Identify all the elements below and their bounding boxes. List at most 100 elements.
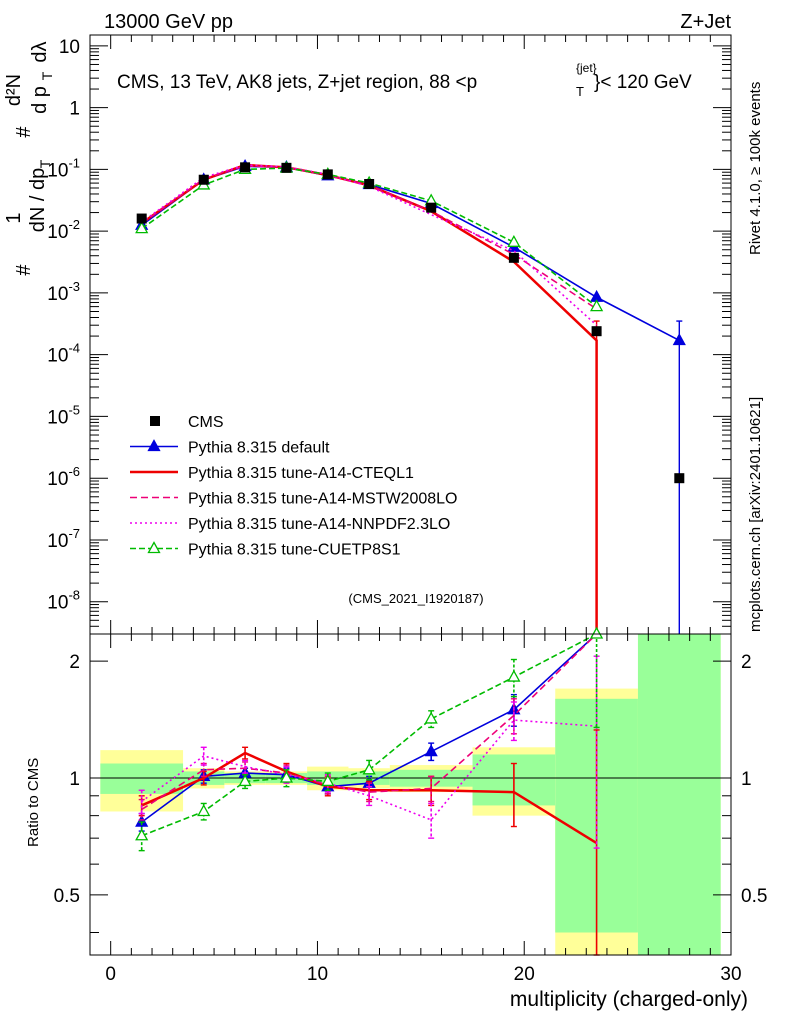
legend-label-0: CMS (188, 414, 224, 431)
ylabel-hash-1: # (13, 264, 35, 276)
rtick-label-right-1: 1 (741, 769, 752, 790)
cms-point-7 (508, 252, 519, 263)
rtick-label-left-2: 2 (69, 652, 80, 673)
ytick-exp-6: -2 (68, 217, 80, 232)
ytick-exp-0: -8 (68, 588, 80, 603)
ratio-marker-4-2 (238, 774, 252, 787)
ratio-marker-4-8 (589, 626, 604, 639)
xtick-label-0: 0 (105, 964, 116, 985)
ytick-exp-4: -4 (68, 341, 80, 356)
title-sup: {jet} (576, 61, 597, 75)
ytick-label-3: 10-5 (47, 402, 80, 428)
ytick-base-4: 10 (47, 346, 68, 367)
ratio-series-layer (135, 626, 604, 956)
ytick-exp-2: -6 (68, 464, 80, 479)
legend-marker-1 (147, 439, 161, 452)
legend-swatch-0 (150, 416, 160, 426)
title-tail: }< 120 GeV (594, 72, 692, 93)
ytick-base-3: 10 (47, 407, 68, 428)
ytick-base-8: 1 (69, 99, 80, 120)
ytick-label-9: 10 (59, 37, 80, 58)
analysis-id: (CMS_2021_I1920187) (348, 591, 483, 606)
rivet-label: Rivet 4.1.0, ≥ 100k events (747, 82, 764, 255)
ratio-marker-4-3 (279, 770, 294, 783)
ylabel-T-sub-2: T (39, 71, 55, 80)
main-line-1 (140, 163, 598, 634)
ytick-label-8: 1 (69, 99, 80, 120)
ratio-marker-4-4 (321, 774, 335, 787)
header-right: Z+Jet (680, 11, 731, 33)
xtick-label-20: 20 (514, 964, 535, 985)
legend-label-2: Pythia 8.315 tune-A14-CTEQL1 (188, 465, 414, 482)
axes-frames (89, 34, 732, 956)
main-marker-4-7 (507, 234, 521, 247)
legend-label-3: Pythia 8.315 tune-A14-MSTW2008LO (188, 491, 457, 508)
rtick-label-left-1: 1 (69, 769, 80, 790)
ytick-label-5: 10-3 (47, 279, 80, 305)
ylabel-one: 1 (3, 212, 25, 223)
ratio-line-3 (141, 719, 597, 821)
ytick-base-1: 10 (47, 531, 68, 552)
ytick-base-2: 10 (47, 469, 68, 490)
ytick-label-6: 10-2 (47, 217, 80, 243)
cms-point-8 (591, 326, 602, 337)
main-series-layer (135, 159, 686, 634)
ratio-marker-0-0 (135, 814, 149, 827)
main-ylabel: # 1 dN / dp T # d²N d p T dλ (3, 41, 55, 275)
xlabel: multiplicity (charged-only) (510, 988, 748, 1011)
ylabel-T-sub: T (37, 159, 53, 168)
cms-point-5 (364, 179, 375, 190)
ytick-exp-1: -7 (68, 526, 80, 541)
cms-point-3 (281, 162, 292, 173)
main-marker-0-9 (672, 333, 686, 346)
ratio-uncertainty-bands (100, 634, 721, 955)
ratio-marker-4-7 (507, 669, 521, 682)
cms-point-0 (136, 213, 147, 224)
legend: CMS Pythia 8.315 default Pythia 8.315 tune… (130, 414, 457, 559)
title-main: CMS, 13 TeV, AK8 jets, Z+jet region, 88 … (117, 72, 477, 93)
header-left: 13000 GeV pp (104, 11, 233, 33)
ytick-base-5: 10 (47, 284, 68, 305)
ylabel-dlambda: dλ (29, 41, 51, 62)
ylabel-dN: dN / dp (27, 168, 49, 232)
rtick-label-right-0: 0.5 (741, 886, 767, 907)
main-marker-4-0 (135, 221, 149, 234)
ratio-marker-4-6 (424, 711, 438, 724)
ytick-base-9: 10 (59, 37, 80, 58)
ratio-marker-4-1 (197, 804, 211, 817)
ratio-marker-4-5 (362, 762, 376, 775)
legend-label-1: Pythia 8.315 default (188, 440, 330, 457)
ytick-base-7: 10 (47, 160, 68, 181)
cms-point-9 (674, 473, 685, 484)
ytick-base-0: 10 (47, 593, 68, 614)
ratio-marker-4-0 (135, 828, 149, 841)
ytick-label-7: 10-1 (47, 155, 80, 181)
ratio-band-inner-0 (100, 763, 184, 794)
title-sub: T (576, 84, 584, 99)
main-marker-4-8 (589, 299, 604, 312)
ytick-label-1: 10-7 (47, 526, 80, 552)
ytick-exp-3: -5 (68, 402, 80, 417)
ytick-base-6: 10 (47, 222, 68, 243)
main-frame (89, 34, 732, 635)
legend-label-4: Pythia 8.315 tune-A14-NNPDF2.3LO (188, 516, 450, 533)
ytick-exp-5: -3 (68, 279, 80, 294)
cms-point-1 (198, 174, 209, 185)
ratio-band-inner-9 (637, 634, 721, 955)
xtick-label-30: 30 (720, 964, 741, 985)
ratio-ylabel: Ratio to CMS (25, 758, 42, 847)
xtick-label-10: 10 (307, 964, 328, 985)
ytick-label-4: 10-4 (47, 341, 80, 367)
ratio-frame (89, 633, 732, 956)
rtick-label-right-2: 2 (741, 652, 752, 673)
main-line-3 (141, 164, 598, 326)
ytick-label-2: 10-6 (47, 464, 80, 490)
ylabel-dp: d p (29, 86, 51, 114)
legend-marker-5 (147, 541, 161, 554)
cms-point-4 (322, 169, 333, 180)
mcplots-label: mcplots.cern.ch [arXiv:2401.10621] (747, 397, 764, 632)
cms-point-2 (240, 162, 251, 173)
ytick-exp-7: -1 (68, 155, 80, 170)
ratio-marker-0-6 (424, 744, 438, 757)
